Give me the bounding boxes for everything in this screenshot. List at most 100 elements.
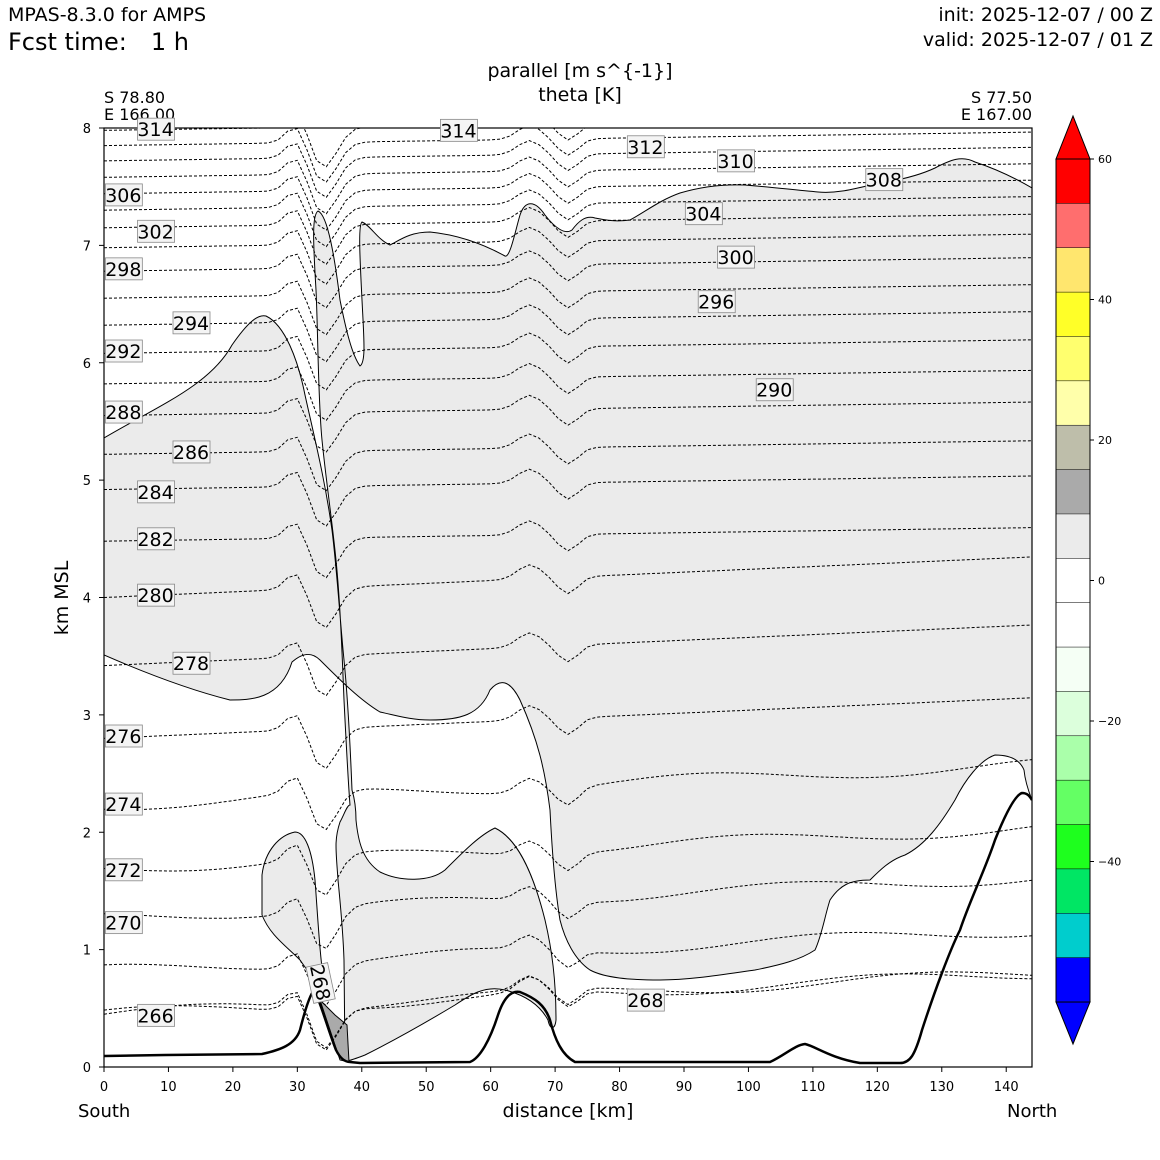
theta-label-box [440, 118, 478, 142]
colorbar-bin [1055, 868, 1091, 914]
colorbar-bin [1055, 247, 1091, 293]
theta-label: 282 [137, 527, 175, 551]
wind-shading-light [104, 158, 1032, 1062]
colorbar-bin [1055, 336, 1091, 382]
x-tick-label: 70 [547, 1080, 564, 1095]
theta-label-text: 294 [173, 313, 209, 335]
section-end-coords: S 77.50 E 167.00 [961, 89, 1032, 123]
y-tick-label: 3 [83, 709, 91, 724]
theta-label-text: 284 [137, 482, 173, 504]
theta-label-box [717, 149, 755, 173]
theta-label-box [104, 183, 143, 207]
theta-label: 304 [684, 202, 723, 226]
theta-label: 284 [137, 480, 175, 504]
y-tick-label: 6 [83, 357, 91, 372]
y-tick-label: 5 [83, 474, 91, 489]
forecast-time: Fcst time: 1 h [8, 28, 189, 56]
theta-isoline [104, 332, 1032, 391]
theta-label: 292 [104, 339, 143, 363]
y-tick-label: 0 [83, 1061, 91, 1076]
colorbar-bin [1055, 380, 1091, 426]
colorbar-bin [1055, 158, 1091, 204]
colorbar-bin [1055, 424, 1091, 471]
theta-label-text: 302 [137, 221, 173, 243]
x-tick-label: 130 [929, 1080, 954, 1095]
colorbar-bin [1055, 779, 1091, 826]
theta-isoline [104, 140, 1032, 198]
y-tick-label: 7 [83, 239, 91, 254]
theta-label-box [104, 339, 143, 363]
colorbar-bin [1055, 558, 1091, 604]
theta-label-box [104, 400, 143, 424]
wind-shading-left-lobe [261, 831, 326, 992]
theta-label-box [626, 135, 665, 159]
theta-label-text: 304 [685, 204, 721, 226]
theta-label-text: 276 [105, 726, 141, 748]
x-tick-label: 30 [289, 1080, 306, 1095]
theta-label: 288 [104, 400, 143, 424]
theta-label-text: 270 [105, 913, 141, 935]
x-tick-label: 60 [482, 1080, 499, 1095]
valid-time: valid: 2025-12-07 / 01 Z [922, 29, 1153, 51]
theta-label-box [717, 245, 755, 269]
theta-label: 308 [865, 168, 904, 192]
x-tick-label: 90 [676, 1080, 693, 1095]
colorbar-bin [1055, 602, 1091, 648]
north-label: North [1007, 1101, 1058, 1122]
theta-label: 296 [697, 290, 736, 314]
x-tick-label: 100 [736, 1080, 761, 1095]
theta-label: 294 [172, 311, 211, 335]
theta-label-box [172, 311, 211, 335]
forecast-time-label: Fcst time: [8, 28, 127, 56]
theta-isoline [104, 879, 1032, 950]
theta-label-text: 272 [105, 860, 141, 882]
theta-label-text: 314 [440, 120, 476, 142]
theta-label: 270 [104, 911, 143, 935]
theta-isoline [104, 189, 1032, 248]
colorbar-bin [1055, 469, 1091, 515]
theta-label-text: 274 [105, 794, 141, 816]
theta-label: 272 [104, 858, 143, 882]
theta-isoline [104, 520, 1032, 579]
theta-label: 306 [104, 183, 143, 207]
theta-isolines [104, 128, 1032, 1051]
theta-label: 310 [717, 149, 755, 173]
x-tick-label: 50 [418, 1080, 435, 1095]
theta-isoline [104, 363, 1032, 421]
x-tick-label: 80 [611, 1080, 628, 1095]
theta-label-box [755, 378, 794, 402]
theta-label: 300 [717, 245, 755, 269]
theta-label-box [137, 1003, 175, 1027]
colorbar-bin [1055, 735, 1091, 781]
theta-isoline [104, 971, 1032, 1049]
start-latitude: S 78.80 [104, 88, 166, 107]
x-tick-label: 40 [354, 1080, 371, 1095]
theta-label-text: 298 [105, 259, 141, 281]
colorbar-extend-bottom [1055, 1001, 1091, 1046]
colorbar-tick-label: 60 [1098, 153, 1112, 166]
theta-label-box [137, 583, 175, 607]
y-axis: 0 1 2 3 4 5 6 7 8 [83, 122, 104, 1076]
theta-isoline [104, 206, 1032, 265]
colorbar: 60 40 20 0 −20 −40 [1055, 114, 1121, 1046]
theta-label-text: 266 [137, 1005, 173, 1027]
theta-isoline [104, 128, 1032, 183]
theta-label-text: 292 [105, 341, 141, 363]
x-axis-label: distance [km] [503, 1100, 634, 1122]
colorbar-tick-label: 0 [1098, 575, 1105, 588]
theta-label-box [104, 858, 143, 882]
model-title: MPAS-8.3.0 for AMPS [8, 4, 207, 26]
theta-isoline [104, 624, 1032, 697]
colorbar-extend-top [1055, 114, 1091, 160]
colorbar-bin [1055, 291, 1091, 338]
theta-label: 274 [104, 792, 143, 816]
theta-label-box [684, 202, 723, 226]
theta-isoline [104, 277, 1032, 336]
colorbar-bin [1055, 646, 1091, 692]
theta-label-text: 286 [173, 442, 209, 464]
theta-isoline [104, 250, 1032, 309]
chart-title: parallel [m s^{-1}] [487, 60, 673, 82]
colorbar-bin [1055, 957, 1091, 1003]
